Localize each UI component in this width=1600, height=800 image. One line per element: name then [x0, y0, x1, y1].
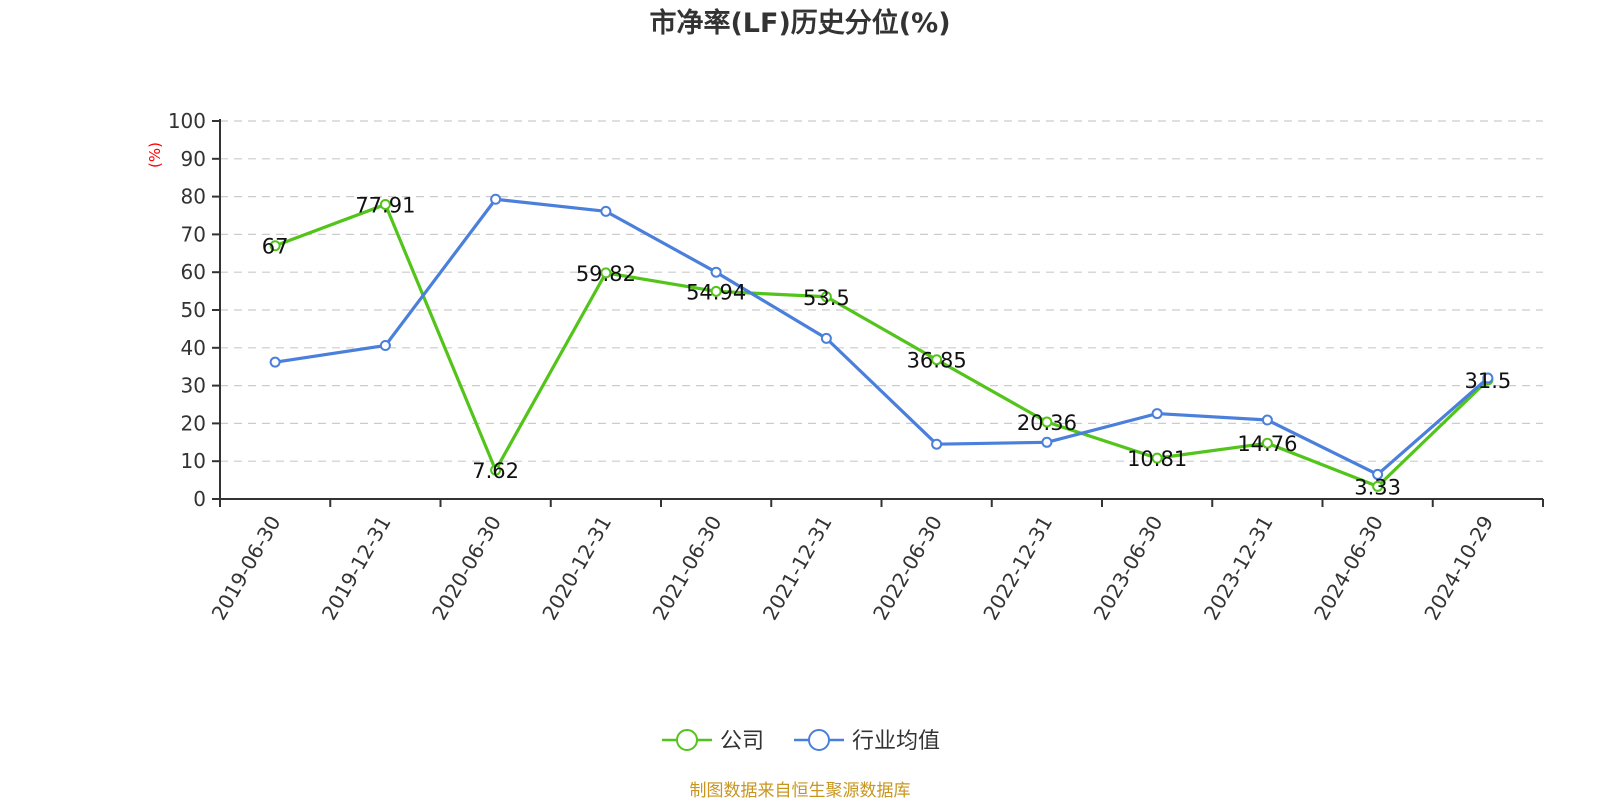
series-line-0: [274, 202, 1489, 489]
data-point[interactable]: [1041, 436, 1053, 448]
x-tick-label: 2022-06-30: [868, 512, 947, 625]
y-tick-label: 80: [181, 185, 206, 209]
data-label: 54.94: [686, 280, 746, 304]
legend-label: 行业均值: [852, 729, 940, 754]
legend-item-0[interactable]: 公司: [662, 729, 764, 754]
x-tick-label: 2021-06-30: [648, 512, 727, 625]
data-point[interactable]: [1261, 414, 1273, 426]
x-tick-label: 2019-12-31: [317, 512, 396, 625]
data-point[interactable]: [490, 464, 502, 476]
series-line-1: [274, 197, 1489, 477]
data-point[interactable]: [931, 438, 943, 450]
data-label: 3.33: [1354, 475, 1401, 499]
data-point[interactable]: [820, 291, 832, 303]
y-tick-label: 90: [181, 147, 206, 171]
series-lines: [269, 193, 1494, 492]
y-tick-label: 10: [181, 449, 206, 473]
y-tick-label: 60: [181, 260, 206, 284]
data-label: 20.36: [1017, 411, 1077, 435]
y-tick-label: 100: [168, 109, 206, 133]
x-tick-label: 2023-06-30: [1089, 512, 1168, 625]
data-label: 59.82: [576, 262, 636, 286]
data-label: 53.5: [803, 286, 850, 310]
y-tick-label: 50: [181, 298, 206, 322]
data-label: 67: [262, 235, 289, 259]
data-point[interactable]: [1041, 416, 1053, 428]
legend-marker-icon: [808, 729, 830, 751]
data-point[interactable]: [931, 354, 943, 366]
chart-title: 市净率(LF)历史分位(%): [649, 7, 950, 39]
y-tick-label: 20: [181, 411, 206, 435]
data-point[interactable]: [710, 266, 722, 278]
y-tick-label: 40: [181, 336, 206, 360]
data-point[interactable]: [1372, 468, 1384, 480]
data-label: 77.91: [355, 194, 415, 218]
data-point[interactable]: [269, 356, 281, 368]
y-tick-label: 70: [181, 222, 206, 246]
data-point[interactable]: [490, 193, 502, 205]
x-tick-label: 2020-12-31: [537, 512, 616, 625]
legend[interactable]: 公司 行业均值: [662, 729, 940, 754]
data-point[interactable]: [1482, 372, 1494, 384]
y-tick-label: 30: [181, 374, 206, 398]
grid-lines: [220, 120, 1543, 462]
legend-marker-icon: [676, 729, 698, 751]
data-point[interactable]: [820, 332, 832, 344]
source-note: 制图数据来自恒生聚源数据库: [690, 781, 911, 800]
x-tick-label: 2024-10-29: [1419, 512, 1498, 625]
data-point[interactable]: [1151, 408, 1163, 420]
x-tick-label: 2023-12-31: [1199, 512, 1278, 625]
data-point[interactable]: [1151, 452, 1163, 464]
x-tick-label: 2020-06-30: [427, 512, 506, 625]
data-point[interactable]: [710, 285, 722, 297]
data-point[interactable]: [600, 205, 612, 217]
data-point[interactable]: [379, 340, 391, 352]
x-tick-label: 2024-06-30: [1309, 512, 1388, 625]
legend-item-1[interactable]: 行业均值: [794, 729, 940, 754]
y-tick-label: 0: [193, 487, 206, 511]
data-label: 7.62: [472, 459, 519, 483]
data-point[interactable]: [379, 199, 391, 211]
legend-label: 公司: [720, 729, 764, 754]
data-point[interactable]: [1261, 437, 1273, 449]
data-label: 14.76: [1237, 432, 1297, 456]
data-point[interactable]: [600, 267, 612, 279]
data-label: 36.85: [907, 349, 967, 373]
data-label: 10.81: [1127, 447, 1187, 471]
x-tick-label: 2022-12-31: [978, 512, 1057, 625]
data-label: 31.5: [1464, 369, 1511, 393]
data-labels: 67 77.91 7.62 59.82 54.94 53.5 36.85 20.36 10.81…: [262, 194, 1512, 500]
data-point[interactable]: [1372, 480, 1384, 492]
data-point[interactable]: [269, 240, 281, 252]
x-tick-label: 2019-06-30: [207, 512, 286, 625]
x-tick-label: 2021-12-31: [758, 512, 837, 625]
y-axis-label: (%): [146, 142, 164, 168]
